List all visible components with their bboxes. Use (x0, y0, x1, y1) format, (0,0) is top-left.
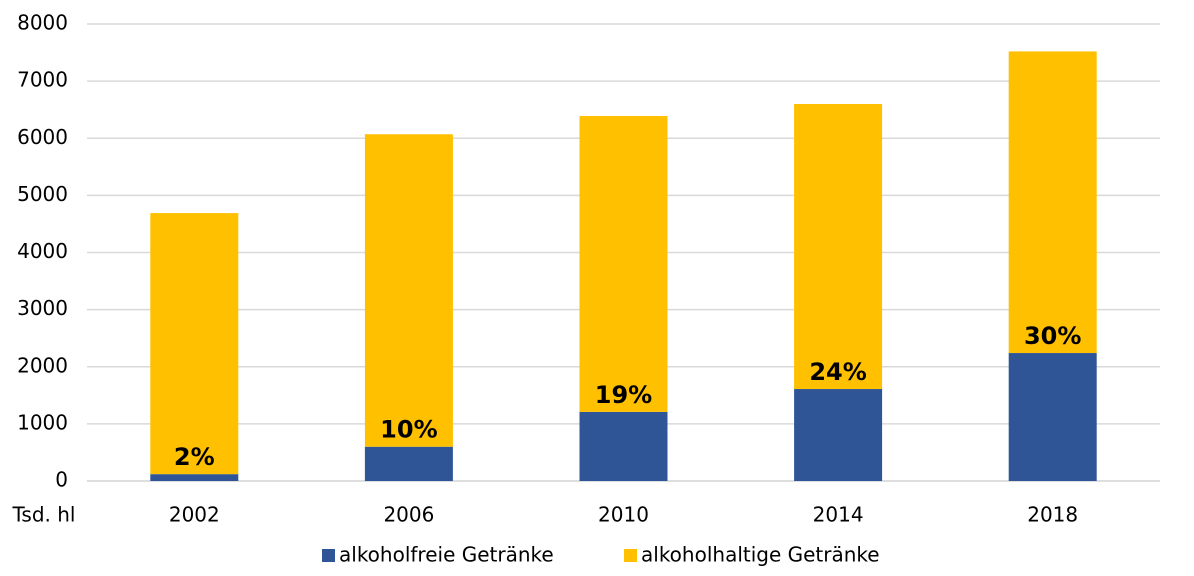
bar-segment (150, 213, 239, 475)
bar-segment (794, 103, 883, 390)
legend-label: alkoholhaltige Getränke (641, 543, 880, 567)
y-tick-label: 2000 (17, 353, 68, 377)
bar-segment (364, 446, 453, 481)
bar-segment (579, 411, 668, 481)
annotation: 24% (809, 358, 866, 386)
annotation: 30% (1024, 322, 1081, 350)
bar-segment (794, 389, 883, 481)
y-tick-label: 1000 (17, 410, 68, 434)
x-tick-label: 2002 (169, 503, 220, 527)
annotation: 10% (380, 416, 437, 444)
bar-segment (1008, 353, 1097, 481)
y-tick-label: 7000 (17, 68, 68, 92)
annotation: 19% (595, 381, 652, 409)
legend-swatch (624, 549, 637, 562)
y-tick-label: 5000 (17, 182, 68, 206)
y-tick-label: 8000 (17, 11, 68, 35)
bar-segment (364, 134, 453, 447)
x-tick-label: 2014 (813, 503, 864, 527)
y-tick-label: 0 (55, 468, 68, 492)
bar-segment (579, 115, 668, 412)
y-tick-label: 3000 (17, 296, 68, 320)
bar-segment (1008, 51, 1097, 354)
bar-segment (150, 474, 239, 481)
annotation: 2% (174, 443, 215, 471)
legend-swatch (322, 549, 335, 562)
legend-label: alkoholfreie Getränke (339, 543, 554, 567)
y-axis-label: Tsd. hl (12, 503, 76, 527)
x-tick-label: 2018 (1027, 503, 1078, 527)
y-tick-label: 4000 (17, 239, 68, 263)
x-tick-label: 2010 (598, 503, 649, 527)
x-tick-label: 2006 (383, 503, 434, 527)
y-tick-label: 6000 (17, 125, 68, 149)
